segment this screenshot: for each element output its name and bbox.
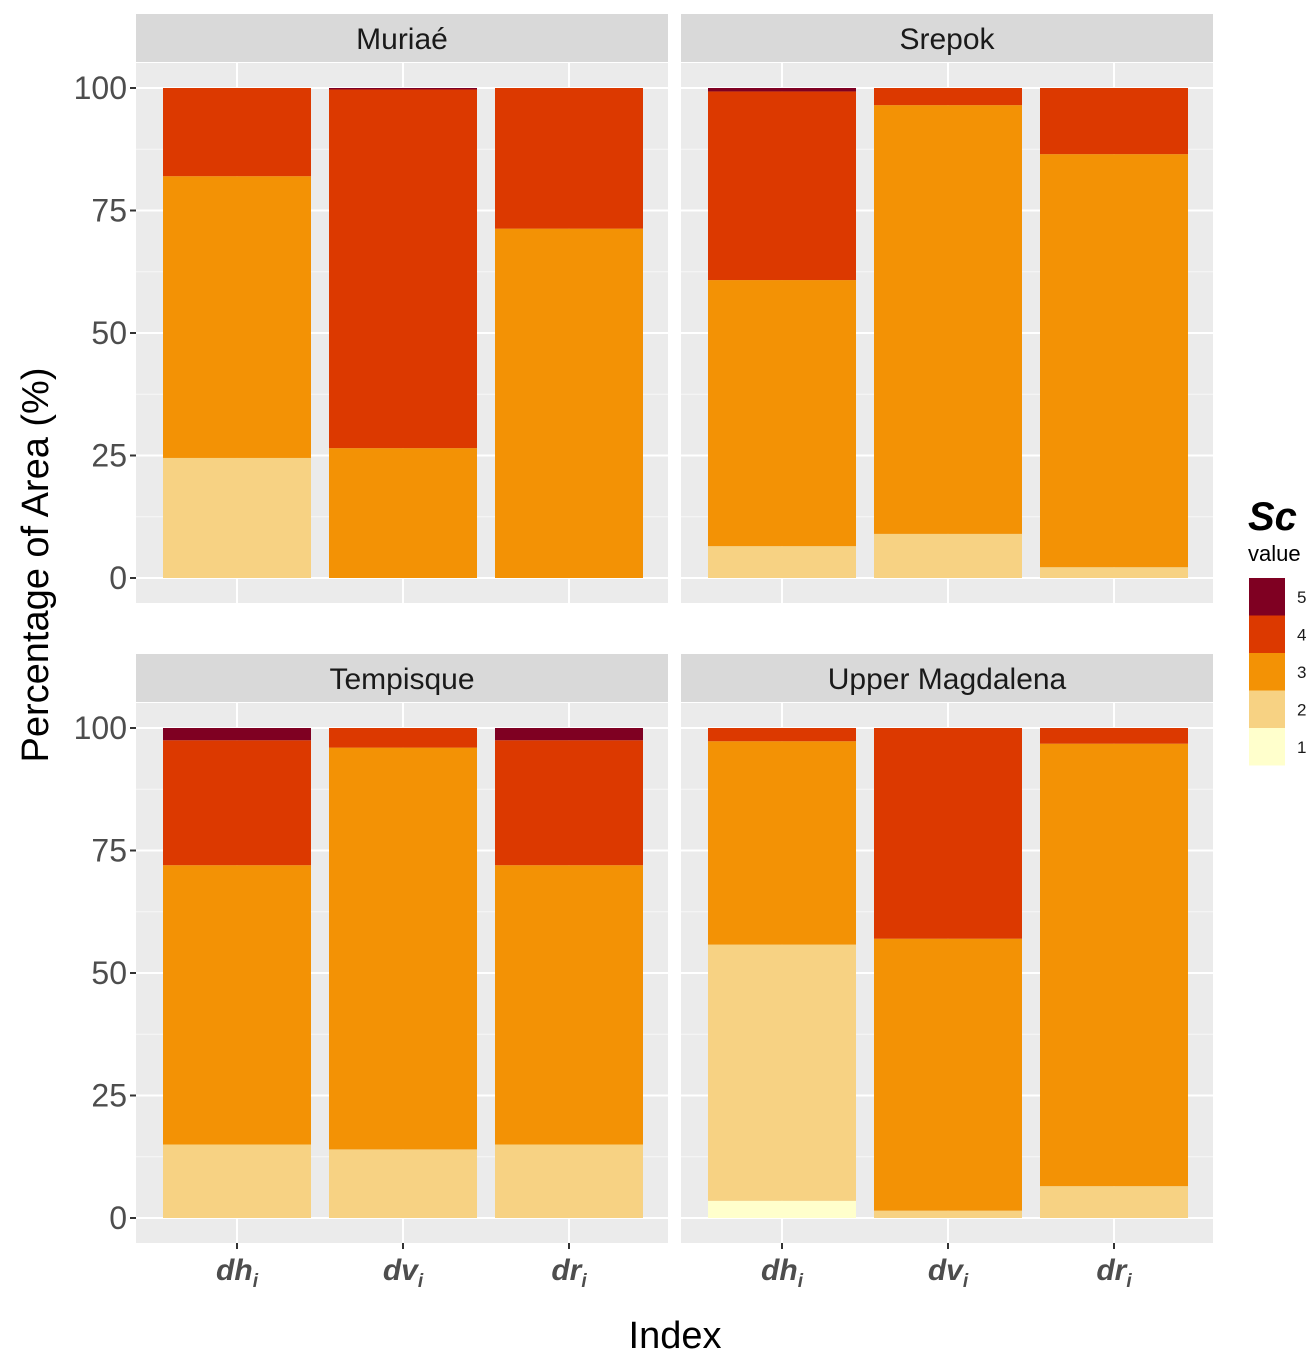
y-tick-label: 75 — [91, 833, 127, 869]
facet-title: Upper Magdalena — [828, 663, 1067, 696]
facet-panel: Upper Magdalena dhi dvi dri — [681, 654, 1213, 1292]
facet-strip — [681, 14, 1213, 62]
bar-segment-sc-3 — [163, 865, 311, 1145]
legend-label: 5 — [1297, 588, 1306, 607]
y-tick-label: 25 — [91, 1078, 127, 1114]
bar-segment-sc-4 — [708, 728, 856, 742]
y-tick-label: 75 — [91, 193, 127, 229]
bar-segment-sc-3 — [1040, 154, 1188, 568]
x-axis-title: Index — [629, 1315, 722, 1352]
bar-segment-sc-2 — [874, 1210, 1022, 1218]
bar-segment-sc-3 — [1040, 743, 1188, 1187]
bar-segment-sc-4 — [163, 740, 311, 866]
facet-strip — [681, 654, 1213, 702]
bar-segment-sc-4 — [495, 740, 643, 866]
bar-segment-sc-4 — [329, 728, 477, 748]
bar-segment-sc-5 — [708, 88, 856, 92]
y-tick-label: 50 — [91, 955, 127, 991]
facet-title: Tempisque — [329, 663, 474, 696]
facet-strip — [136, 14, 668, 62]
bar-segment-sc-2 — [329, 1149, 477, 1218]
bar-segment-sc-4 — [495, 88, 643, 229]
legend-label: 1 — [1297, 738, 1306, 757]
x-tick-label: dvi — [383, 1254, 424, 1292]
bar-segment-sc-2 — [1040, 567, 1188, 578]
y-axis-title: Percentage of Area (%) — [15, 368, 57, 763]
panels-layer: Muriaé 0 25 50 75 100 Srepok Tempisque 0 25 50 75 10… — [74, 14, 1213, 1292]
bar-segment-sc-4 — [1040, 728, 1188, 744]
x-tick-label: dvi — [928, 1254, 969, 1292]
y-tick-label: 50 — [91, 315, 127, 351]
legend-label: 4 — [1297, 625, 1306, 644]
x-tick-label: dhi — [761, 1254, 804, 1292]
y-tick-label: 0 — [109, 1200, 127, 1236]
bar-segment-sc-2 — [163, 1144, 311, 1218]
facet-title: Muriaé — [356, 23, 448, 56]
x-tick-label: dri — [551, 1254, 587, 1292]
bar-segment-sc-5 — [163, 728, 311, 741]
bar-segment-sc-3 — [495, 228, 643, 578]
bar-segment-sc-2 — [874, 533, 1022, 578]
x-tick-label: dhi — [216, 1254, 259, 1292]
bar-segment-sc-3 — [874, 105, 1022, 534]
bar-segment-sc-4 — [708, 91, 856, 281]
legend-key-4 — [1249, 615, 1285, 653]
legend-key-3 — [1249, 653, 1285, 691]
bar-segment-sc-3 — [708, 280, 856, 547]
y-tick-label: 25 — [91, 438, 127, 474]
facet-panel: Srepok — [681, 14, 1213, 603]
bar-segment-sc-3 — [495, 865, 643, 1145]
legend-subtitle: value — [1248, 541, 1301, 566]
facet-panel: Muriaé 0 25 50 75 100 — [74, 14, 668, 603]
bar-segment-sc-5 — [495, 728, 643, 741]
bar-segment-sc-4 — [1040, 88, 1188, 155]
y-tick-label: 100 — [74, 710, 127, 746]
bar-segment-sc-4 — [163, 88, 311, 177]
bar-segment-sc-3 — [874, 938, 1022, 1211]
legend: Sc value 5 4 3 2 1 — [1248, 495, 1306, 766]
legend-key-2 — [1249, 690, 1285, 728]
bar-segment-sc-2 — [163, 457, 311, 578]
bar-segment-sc-4 — [874, 88, 1022, 106]
bar-segment-sc-5 — [329, 88, 477, 90]
bar-segment-sc-4 — [329, 89, 477, 449]
facet-title: Srepok — [899, 23, 995, 56]
bar-segment-sc-3 — [163, 176, 311, 458]
bar-segment-sc-2 — [1040, 1186, 1188, 1218]
bar-segment-sc-3 — [329, 747, 477, 1150]
facet-panel: Tempisque 0 25 50 75 100 dhi dvi dri — [74, 654, 668, 1292]
facet-strip — [136, 654, 668, 702]
y-tick-label: 100 — [74, 70, 127, 106]
bar-segment-sc-1 — [708, 1200, 856, 1218]
legend-title: Sc — [1248, 495, 1297, 539]
bar-segment-sc-4 — [874, 728, 1022, 939]
legend-label: 2 — [1297, 700, 1306, 719]
legend-label: 3 — [1297, 663, 1306, 682]
bar-segment-sc-2 — [708, 944, 856, 1201]
y-tick-label: 0 — [109, 560, 127, 596]
bar-segment-sc-3 — [329, 448, 477, 578]
legend-key-5 — [1249, 578, 1285, 616]
legend-key-1 — [1249, 728, 1285, 766]
x-tick-label: dri — [1096, 1254, 1132, 1292]
bar-segment-sc-3 — [708, 741, 856, 945]
bar-segment-sc-2 — [708, 546, 856, 578]
bar-segment-sc-2 — [495, 1144, 643, 1218]
